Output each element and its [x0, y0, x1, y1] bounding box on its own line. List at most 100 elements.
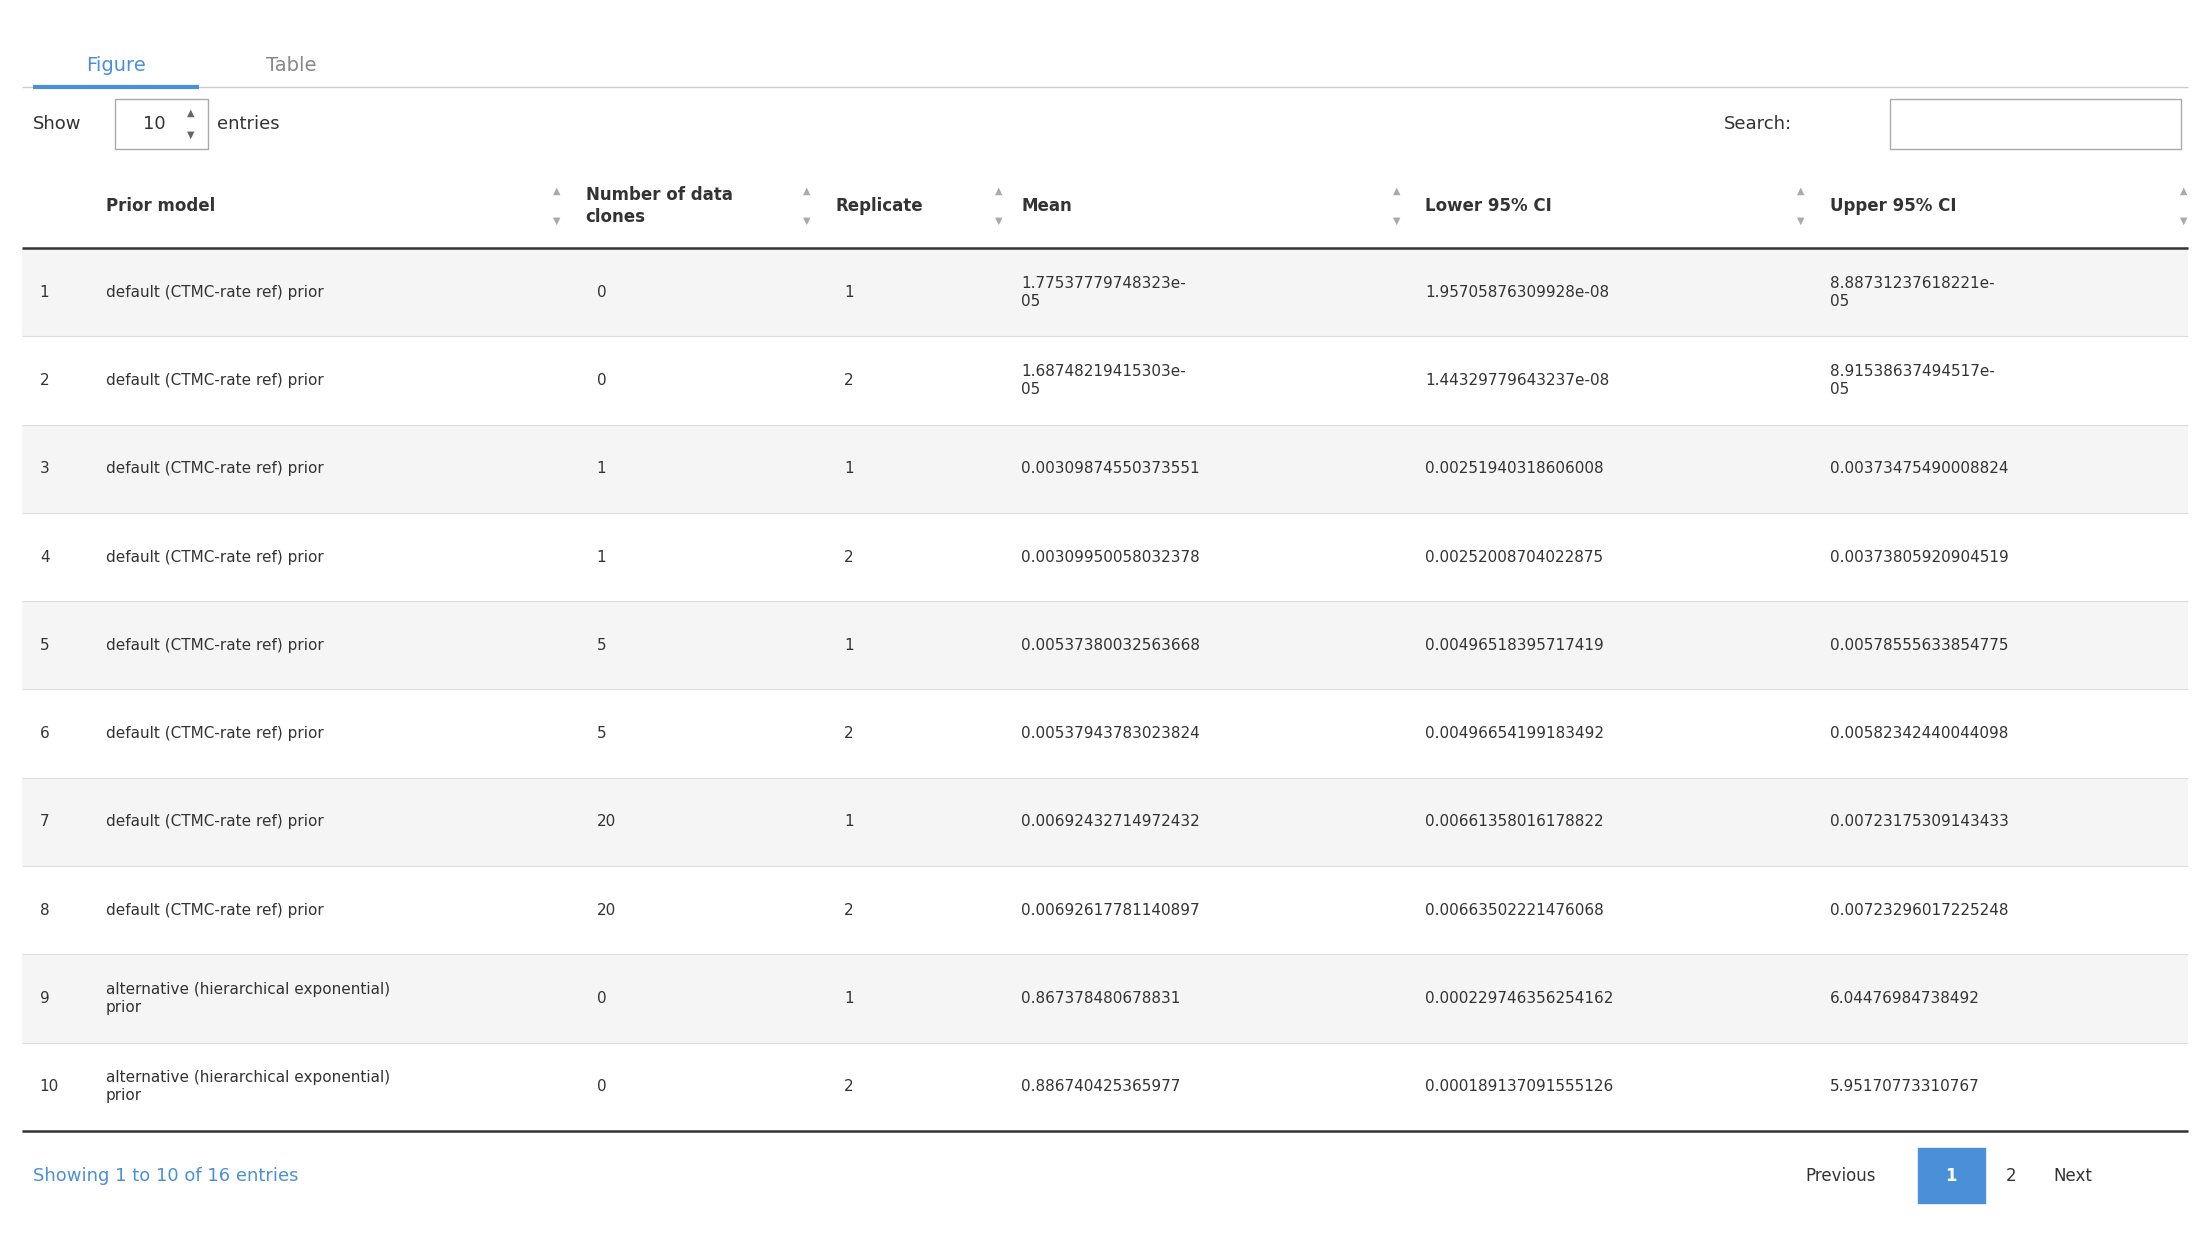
FancyBboxPatch shape [22, 336, 2188, 424]
Text: 8.91538637494517e-
05: 8.91538637494517e- 05 [1830, 363, 1996, 397]
Text: entries: entries [217, 115, 278, 133]
Text: Table: Table [267, 56, 316, 74]
Text: Previous: Previous [1806, 1167, 1876, 1184]
Text: 1: 1 [844, 637, 853, 652]
Text: 0.00582342440044098: 0.00582342440044098 [1830, 727, 2009, 742]
Text: ▲: ▲ [802, 186, 811, 196]
FancyBboxPatch shape [22, 955, 2188, 1043]
Text: default (CTMC-rate ref) prior: default (CTMC-rate ref) prior [106, 461, 325, 476]
Text: default (CTMC-rate ref) prior: default (CTMC-rate ref) prior [106, 285, 325, 300]
Text: 6.04476984738492: 6.04476984738492 [1830, 991, 1980, 1006]
Text: 1: 1 [844, 285, 853, 300]
Text: default (CTMC-rate ref) prior: default (CTMC-rate ref) prior [106, 549, 325, 564]
Text: ▼: ▼ [1392, 216, 1401, 226]
Text: ▼: ▼ [2179, 216, 2188, 226]
FancyBboxPatch shape [22, 866, 2188, 955]
Text: 2: 2 [844, 1079, 853, 1094]
Text: 5: 5 [40, 637, 49, 652]
Text: Upper 95% CI: Upper 95% CI [1830, 197, 1956, 215]
Text: 0: 0 [597, 1079, 606, 1094]
FancyBboxPatch shape [22, 513, 2188, 601]
Text: 5: 5 [597, 637, 606, 652]
Text: 1: 1 [844, 991, 853, 1006]
FancyBboxPatch shape [22, 689, 2188, 777]
FancyBboxPatch shape [1890, 99, 2181, 149]
Text: Lower 95% CI: Lower 95% CI [1425, 197, 1551, 215]
Text: 0.00723296017225248: 0.00723296017225248 [1830, 903, 2009, 918]
FancyBboxPatch shape [217, 43, 367, 87]
Text: Mean: Mean [1021, 197, 1072, 215]
Text: 3: 3 [40, 461, 49, 476]
Text: ▲: ▲ [2179, 186, 2188, 196]
Text: ▼: ▼ [994, 216, 1003, 226]
Text: 1.44329779643237e-08: 1.44329779643237e-08 [1425, 373, 1609, 388]
Text: 4: 4 [40, 549, 49, 564]
FancyBboxPatch shape [22, 1043, 2188, 1131]
Text: ▲: ▲ [1797, 186, 1806, 196]
Text: 0.00309874550373551: 0.00309874550373551 [1021, 461, 1200, 476]
Text: 0.00578555633854775: 0.00578555633854775 [1830, 637, 2009, 652]
Text: 1.95705876309928e-08: 1.95705876309928e-08 [1425, 285, 1609, 300]
Text: 1: 1 [1945, 1167, 1958, 1184]
FancyBboxPatch shape [22, 164, 2188, 248]
Text: 5.95170773310767: 5.95170773310767 [1830, 1079, 1980, 1094]
FancyBboxPatch shape [115, 99, 208, 149]
Text: Next: Next [2053, 1167, 2093, 1184]
Text: Show: Show [33, 115, 82, 133]
Text: ▼: ▼ [552, 216, 561, 226]
Text: 10: 10 [40, 1079, 60, 1094]
Text: Figure: Figure [86, 56, 146, 74]
Text: 0: 0 [597, 285, 606, 300]
Text: 0.00537943783023824: 0.00537943783023824 [1021, 727, 1200, 742]
Text: alternative (hierarchical exponential)
prior: alternative (hierarchical exponential) p… [106, 982, 391, 1016]
Text: 0.867378480678831: 0.867378480678831 [1021, 991, 1180, 1006]
Text: 0: 0 [597, 373, 606, 388]
Text: 2: 2 [844, 549, 853, 564]
Text: ▼: ▼ [1797, 216, 1806, 226]
Text: 8: 8 [40, 903, 49, 918]
Text: 9: 9 [40, 991, 49, 1006]
Text: 20: 20 [597, 815, 617, 830]
Text: 2: 2 [844, 727, 853, 742]
Text: 20: 20 [597, 903, 617, 918]
Text: default (CTMC-rate ref) prior: default (CTMC-rate ref) prior [106, 727, 325, 742]
Text: 0.00692432714972432: 0.00692432714972432 [1021, 815, 1200, 830]
Text: 6: 6 [40, 727, 49, 742]
FancyBboxPatch shape [33, 43, 199, 87]
Text: 0.000229746356254162: 0.000229746356254162 [1425, 991, 1613, 1006]
FancyBboxPatch shape [22, 424, 2188, 513]
Text: 5: 5 [597, 727, 606, 742]
Text: 0.00661358016178822: 0.00661358016178822 [1425, 815, 1604, 830]
Text: ▲: ▲ [552, 186, 561, 196]
Text: ▲: ▲ [1392, 186, 1401, 196]
Text: 0: 0 [597, 991, 606, 1006]
Text: Showing 1 to 10 of 16 entries: Showing 1 to 10 of 16 entries [33, 1167, 298, 1184]
Text: 0.00309950058032378: 0.00309950058032378 [1021, 549, 1200, 564]
Text: 0.00537380032563668: 0.00537380032563668 [1021, 637, 1200, 652]
Text: 0.00373805920904519: 0.00373805920904519 [1830, 549, 2009, 564]
Text: 1: 1 [597, 461, 606, 476]
Text: 2: 2 [844, 903, 853, 918]
Text: 0.00496518395717419: 0.00496518395717419 [1425, 637, 1604, 652]
Text: 2: 2 [2007, 1167, 2016, 1184]
Text: 8.88731237618221e-
05: 8.88731237618221e- 05 [1830, 275, 1993, 309]
Text: 1.68748219415303e-
05: 1.68748219415303e- 05 [1021, 363, 1187, 397]
Text: Replicate: Replicate [835, 197, 924, 215]
FancyBboxPatch shape [1918, 1148, 1985, 1203]
Text: 0.00723175309143433: 0.00723175309143433 [1830, 815, 2009, 830]
Text: default (CTMC-rate ref) prior: default (CTMC-rate ref) prior [106, 373, 325, 388]
Text: 2: 2 [844, 373, 853, 388]
Text: 1.77537779748323e-
05: 1.77537779748323e- 05 [1021, 275, 1187, 309]
Text: ▲: ▲ [994, 186, 1003, 196]
Text: ▼: ▼ [802, 216, 811, 226]
Text: 1: 1 [597, 549, 606, 564]
Text: 0.00496654199183492: 0.00496654199183492 [1425, 727, 1604, 742]
FancyBboxPatch shape [22, 248, 2188, 336]
Text: default (CTMC-rate ref) prior: default (CTMC-rate ref) prior [106, 637, 325, 652]
Text: 0.00252008704022875: 0.00252008704022875 [1425, 549, 1604, 564]
FancyBboxPatch shape [22, 601, 2188, 689]
Text: 7: 7 [40, 815, 49, 830]
Text: ▲: ▲ [188, 108, 194, 118]
Text: 1: 1 [40, 285, 49, 300]
Text: 1: 1 [844, 461, 853, 476]
